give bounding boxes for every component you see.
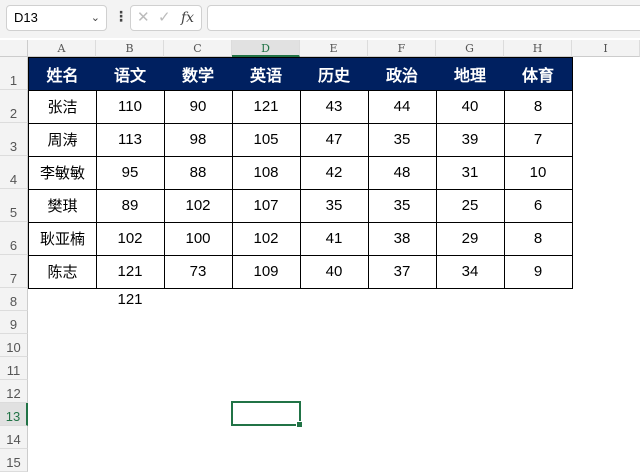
cell-B8[interactable]: 121 bbox=[117, 291, 143, 308]
column-header-H[interactable]: H bbox=[504, 40, 572, 57]
table-cell[interactable]: 105 bbox=[232, 123, 301, 157]
table-cell[interactable]: 38 bbox=[368, 222, 437, 256]
table-cell[interactable]: 42 bbox=[300, 156, 369, 190]
table-cell[interactable]: 6 bbox=[504, 189, 573, 223]
table-cell[interactable]: 107 bbox=[232, 189, 301, 223]
x-icon[interactable]: ✕ bbox=[137, 9, 150, 26]
table-header-cell[interactable]: 历史 bbox=[300, 57, 369, 91]
table-cell[interactable]: 41 bbox=[300, 222, 369, 256]
table-cell[interactable]: 95 bbox=[96, 156, 165, 190]
table-cell[interactable]: 102 bbox=[232, 222, 301, 256]
table-cell[interactable]: 耿亚楠 bbox=[28, 222, 97, 256]
formula-buttons: ✕ ✓ fx bbox=[130, 5, 202, 31]
select-all-button[interactable] bbox=[0, 40, 28, 57]
row-header-5[interactable]: 5 bbox=[0, 189, 28, 222]
table-cell[interactable]: 90 bbox=[164, 90, 233, 124]
table-cell[interactable]: 98 bbox=[164, 123, 233, 157]
table-header-cell[interactable]: 姓名 bbox=[28, 57, 97, 91]
row-header-1[interactable]: 1 bbox=[0, 57, 28, 90]
table-cell[interactable]: 102 bbox=[164, 189, 233, 223]
formula-input[interactable] bbox=[207, 5, 640, 31]
table-header-cell[interactable]: 数学 bbox=[164, 57, 233, 91]
fill-handle[interactable] bbox=[296, 421, 303, 428]
table-header-cell[interactable]: 政治 bbox=[368, 57, 437, 91]
table-cell[interactable]: 102 bbox=[96, 222, 165, 256]
table-cell[interactable]: 88 bbox=[164, 156, 233, 190]
table-header-cell[interactable]: 英语 bbox=[232, 57, 301, 91]
table-cell[interactable]: 周涛 bbox=[28, 123, 97, 157]
column-header-B[interactable]: B bbox=[96, 40, 164, 57]
table-cell[interactable]: 25 bbox=[436, 189, 505, 223]
row-header-10[interactable]: 10 bbox=[0, 334, 28, 357]
spreadsheet-grid[interactable]: A B C D E F G H I 1 2 3 4 5 6 7 8 9 10 11 12 13 14 15 姓名 语文 数学 英语 历史… bbox=[0, 40, 640, 472]
table-cell[interactable]: 113 bbox=[96, 123, 165, 157]
column-header-I[interactable]: I bbox=[572, 40, 640, 57]
row-header-15[interactable]: 15 bbox=[0, 449, 28, 472]
table-cell[interactable]: 31 bbox=[436, 156, 505, 190]
name-box-value: D13 bbox=[14, 10, 38, 25]
table-cell[interactable]: 44 bbox=[368, 90, 437, 124]
column-header-F[interactable]: F bbox=[368, 40, 436, 57]
column-header-A[interactable]: A bbox=[28, 40, 96, 57]
name-box[interactable]: D13 ⌄ bbox=[6, 5, 107, 31]
row-header-9[interactable]: 9 bbox=[0, 311, 28, 334]
table-cell[interactable]: 40 bbox=[300, 255, 369, 289]
table-cell[interactable]: 李敏敏 bbox=[28, 156, 97, 190]
row-header-6[interactable]: 6 bbox=[0, 222, 28, 255]
check-icon[interactable]: ✓ bbox=[158, 9, 171, 26]
fx-icon[interactable]: fx bbox=[181, 10, 195, 26]
formula-toolbar: D13 ⌄ ⋮ ✕ ✓ fx bbox=[0, 0, 640, 38]
table-cell[interactable]: 35 bbox=[368, 189, 437, 223]
row-header-7[interactable]: 7 bbox=[0, 255, 28, 288]
table-cell[interactable]: 110 bbox=[96, 90, 165, 124]
table-header-cell[interactable]: 地理 bbox=[436, 57, 505, 91]
table-cell[interactable]: 35 bbox=[300, 189, 369, 223]
row-header-14[interactable]: 14 bbox=[0, 426, 28, 449]
row-header-4[interactable]: 4 bbox=[0, 156, 28, 189]
table-cell[interactable]: 121 bbox=[232, 90, 301, 124]
row-header-12[interactable]: 12 bbox=[0, 380, 28, 403]
table-cell[interactable]: 34 bbox=[436, 255, 505, 289]
row-header-2[interactable]: 2 bbox=[0, 90, 28, 123]
column-header-E[interactable]: E bbox=[300, 40, 368, 57]
table-cell[interactable]: 10 bbox=[504, 156, 573, 190]
table-cell[interactable]: 73 bbox=[164, 255, 233, 289]
table-cell[interactable]: 35 bbox=[368, 123, 437, 157]
table-cell[interactable]: 40 bbox=[436, 90, 505, 124]
chevron-down-icon[interactable]: ⌄ bbox=[90, 12, 100, 24]
table-cell[interactable]: 张洁 bbox=[28, 90, 97, 124]
table-cell[interactable]: 陈志 bbox=[28, 255, 97, 289]
table-cell[interactable]: 43 bbox=[300, 90, 369, 124]
table-cell[interactable]: 8 bbox=[504, 90, 573, 124]
table-header-cell[interactable]: 语文 bbox=[96, 57, 165, 91]
row-header-13[interactable]: 13 bbox=[0, 403, 28, 426]
row-header-8[interactable]: 8 bbox=[0, 288, 28, 311]
table-cell[interactable]: 108 bbox=[232, 156, 301, 190]
table-cell[interactable]: 109 bbox=[232, 255, 301, 289]
table-cell[interactable]: 29 bbox=[436, 222, 505, 256]
row-header-3[interactable]: 3 bbox=[0, 123, 28, 156]
selected-cell-D13[interactable] bbox=[231, 401, 303, 428]
table-cell[interactable]: 8 bbox=[504, 222, 573, 256]
table-header-cell[interactable]: 体育 bbox=[504, 57, 573, 91]
table-cell[interactable]: 121 bbox=[96, 255, 165, 289]
table-cell[interactable]: 37 bbox=[368, 255, 437, 289]
table-cell[interactable]: 89 bbox=[96, 189, 165, 223]
column-header-G[interactable]: G bbox=[436, 40, 504, 57]
table-cell[interactable]: 樊琪 bbox=[28, 189, 97, 223]
more-options-icon[interactable]: ⋮ bbox=[114, 8, 128, 24]
table-cell[interactable]: 47 bbox=[300, 123, 369, 157]
table-cell[interactable]: 7 bbox=[504, 123, 573, 157]
column-header-D[interactable]: D bbox=[232, 40, 300, 57]
table-cell[interactable]: 39 bbox=[436, 123, 505, 157]
column-header-C[interactable]: C bbox=[164, 40, 232, 57]
row-header-11[interactable]: 11 bbox=[0, 357, 28, 380]
table-cell[interactable]: 48 bbox=[368, 156, 437, 190]
table-cell[interactable]: 100 bbox=[164, 222, 233, 256]
table-cell[interactable]: 9 bbox=[504, 255, 573, 289]
